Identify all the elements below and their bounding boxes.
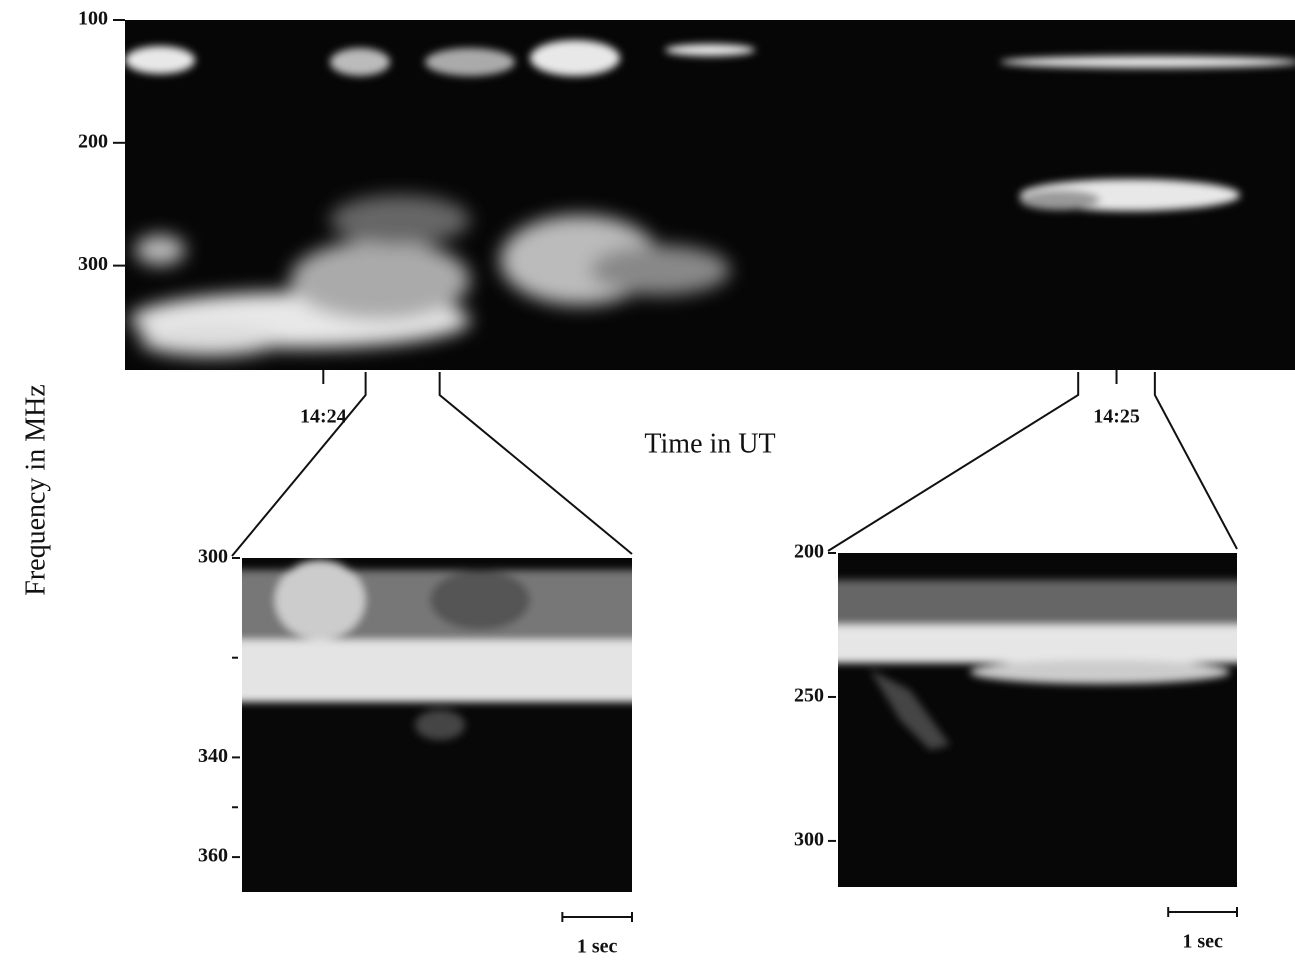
- scale-bar-label: 1 sec: [577, 936, 618, 958]
- y-tick-label: 360: [198, 845, 228, 867]
- zoom-bracket: [1153, 372, 1238, 550]
- zoom-spectrogram-1: [242, 558, 632, 892]
- x-tick-label: 14:24: [300, 406, 347, 428]
- y-tick-label: 340: [198, 745, 228, 767]
- scale-bar-label: 1 sec: [1182, 931, 1223, 953]
- x-axis-label: Time in UT: [644, 428, 775, 459]
- y-axis-label: Frequency in MHz: [20, 384, 51, 596]
- main-spectrogram: [125, 20, 1295, 370]
- y-tick-label: 300: [794, 829, 824, 851]
- zoom-bracket: [827, 372, 1080, 552]
- scale-bar: [561, 912, 633, 922]
- x-tick-label: 14:25: [1093, 406, 1140, 428]
- zoom-spectrogram-2: [838, 553, 1237, 887]
- y-tick-label: 250: [794, 685, 824, 707]
- zoom-bracket: [231, 372, 367, 557]
- y-tick-label: 200: [78, 130, 108, 152]
- y-tick-label: 200: [794, 541, 824, 563]
- y-tick-label: 300: [78, 253, 108, 275]
- zoom-bracket: [438, 372, 633, 555]
- y-tick-label: 100: [78, 8, 108, 30]
- scale-bar: [1167, 907, 1238, 917]
- y-tick-label: 300: [198, 546, 228, 568]
